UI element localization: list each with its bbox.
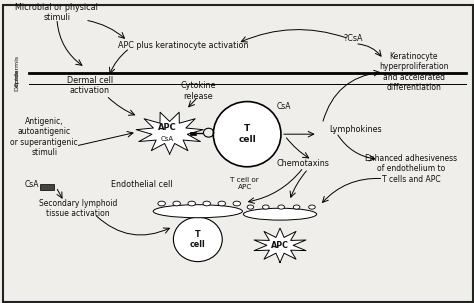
Ellipse shape [243, 208, 317, 220]
Bar [39, 184, 54, 190]
Text: Secondary lymphoid
tissue activation: Secondary lymphoid tissue activation [39, 198, 117, 218]
Polygon shape [254, 228, 306, 262]
Circle shape [309, 205, 315, 209]
Polygon shape [136, 112, 203, 154]
Text: Dermis: Dermis [15, 68, 19, 91]
Text: Microbial or physical
stimuli: Microbial or physical stimuli [16, 3, 98, 22]
Circle shape [263, 205, 269, 209]
Circle shape [247, 205, 254, 209]
Text: Keratinocyte
hyperproliferation
and accelerated
differentiation: Keratinocyte hyperproliferation and acce… [379, 52, 449, 92]
Circle shape [158, 201, 165, 206]
Circle shape [173, 201, 181, 206]
Text: Enhanced adhesiveness
of endothelium to
T cells and APC: Enhanced adhesiveness of endothelium to … [365, 154, 457, 184]
Text: CsA: CsA [161, 136, 174, 142]
Text: Dermal cell
activation: Dermal cell activation [67, 75, 113, 95]
Text: Antigenic,
autoantigenic
or superantigenic
stimuli: Antigenic, autoantigenic or superantigen… [10, 117, 78, 157]
Circle shape [278, 205, 284, 209]
Text: APC: APC [271, 241, 289, 250]
Circle shape [188, 201, 195, 206]
Bar [190, 132, 196, 135]
Circle shape [218, 201, 226, 206]
Text: CsA: CsA [25, 180, 39, 189]
Text: APC plus keratinocyte activation: APC plus keratinocyte activation [118, 41, 249, 50]
Ellipse shape [173, 217, 222, 261]
Text: Cytokine
release: Cytokine release [180, 82, 216, 101]
Circle shape [293, 205, 300, 209]
Circle shape [203, 201, 210, 206]
Text: Endothelial cell: Endothelial cell [111, 180, 172, 189]
Text: CsA: CsA [276, 102, 291, 111]
Circle shape [233, 201, 241, 206]
Text: Epidermis: Epidermis [15, 55, 19, 86]
Ellipse shape [153, 205, 242, 218]
Text: T
cell: T cell [190, 230, 206, 249]
Text: APC: APC [158, 123, 177, 132]
Ellipse shape [213, 102, 281, 167]
Text: Chemotaxins: Chemotaxins [276, 159, 329, 168]
Text: T
cell: T cell [238, 125, 256, 144]
Text: T cell or
APC: T cell or APC [230, 177, 259, 190]
Text: Lymphokines: Lymphokines [329, 125, 382, 134]
Text: ?CsA: ?CsA [343, 34, 363, 43]
